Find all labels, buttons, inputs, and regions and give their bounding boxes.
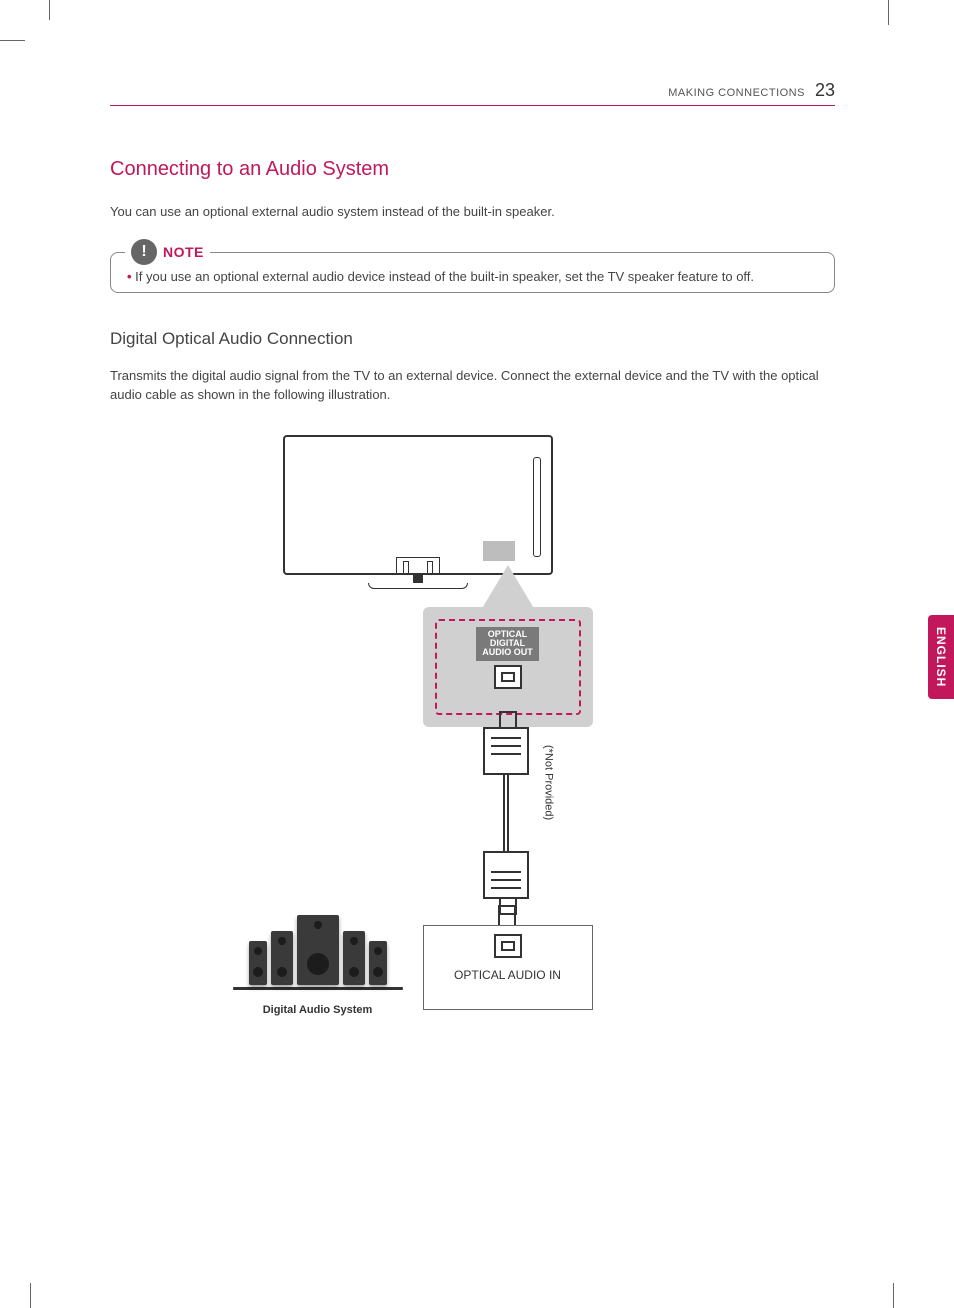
- note-icon: !: [131, 239, 157, 265]
- connection-diagram: OPTICAL DIGITAL AUDIO OUT (*Not Provided…: [223, 435, 723, 1055]
- intro-text: You can use an optional external audio s…: [110, 203, 835, 222]
- cable-plug-top: [483, 727, 529, 775]
- cable-note: (*Not Provided): [543, 745, 555, 820]
- page-title: Connecting to an Audio System: [110, 158, 835, 181]
- cable-wire: [503, 775, 509, 851]
- speaker-base: [233, 987, 403, 990]
- speaker-system: Digital Audio System: [233, 915, 403, 1016]
- note-legend: ! NOTE: [125, 239, 210, 265]
- subsection-body: Transmits the digital audio signal from …: [110, 367, 835, 405]
- optical-port-icon: [494, 934, 522, 958]
- tv-stand-base: [368, 583, 468, 589]
- crop-mark: [30, 1283, 31, 1308]
- page-number: 23: [815, 80, 835, 101]
- note-item: If you use an optional external audio de…: [127, 269, 818, 284]
- tv-side-detail: [533, 457, 541, 557]
- subwoofer-icon: [297, 915, 339, 985]
- crop-mark: [888, 0, 889, 25]
- port-label-line: AUDIO OUT: [482, 647, 533, 657]
- speaker-icon: [249, 941, 267, 985]
- speaker-icon: [271, 931, 293, 985]
- speaker-caption: Digital Audio System: [233, 1004, 403, 1016]
- section-name: MAKING CONNECTIONS: [668, 87, 805, 99]
- port-callout-panel: OPTICAL DIGITAL AUDIO OUT: [423, 607, 593, 727]
- speaker-row: [233, 915, 403, 985]
- running-header: MAKING CONNECTIONS 23: [110, 80, 835, 106]
- tv-neck: [396, 557, 440, 575]
- crop-mark: [20, 0, 50, 20]
- tv-port-icon: [483, 541, 515, 561]
- page-content: MAKING CONNECTIONS 23 Connecting to an A…: [110, 80, 835, 1055]
- tv-stand: [413, 575, 423, 583]
- subsection-title: Digital Optical Audio Connection: [110, 329, 835, 349]
- receiver-plug-tip: [498, 905, 516, 925]
- speaker-icon: [369, 941, 387, 985]
- crop-mark: [0, 40, 25, 41]
- cable-plug-bottom: [483, 851, 529, 899]
- port-label: OPTICAL DIGITAL AUDIO OUT: [476, 627, 539, 661]
- receiver-port-label: OPTICAL AUDIO IN: [424, 968, 592, 982]
- optical-port-icon: [494, 665, 522, 689]
- speaker-icon: [343, 931, 365, 985]
- crop-mark: [893, 1283, 894, 1308]
- tv-outline: [283, 435, 553, 575]
- note-list: If you use an optional external audio de…: [127, 269, 818, 284]
- receiver-box: OPTICAL AUDIO IN: [423, 925, 593, 1010]
- note-label: NOTE: [163, 244, 204, 260]
- port-callout-inner: OPTICAL DIGITAL AUDIO OUT: [435, 619, 581, 715]
- language-tab: ENGLISH: [928, 615, 954, 699]
- note-callout: ! NOTE If you use an optional external a…: [110, 252, 835, 293]
